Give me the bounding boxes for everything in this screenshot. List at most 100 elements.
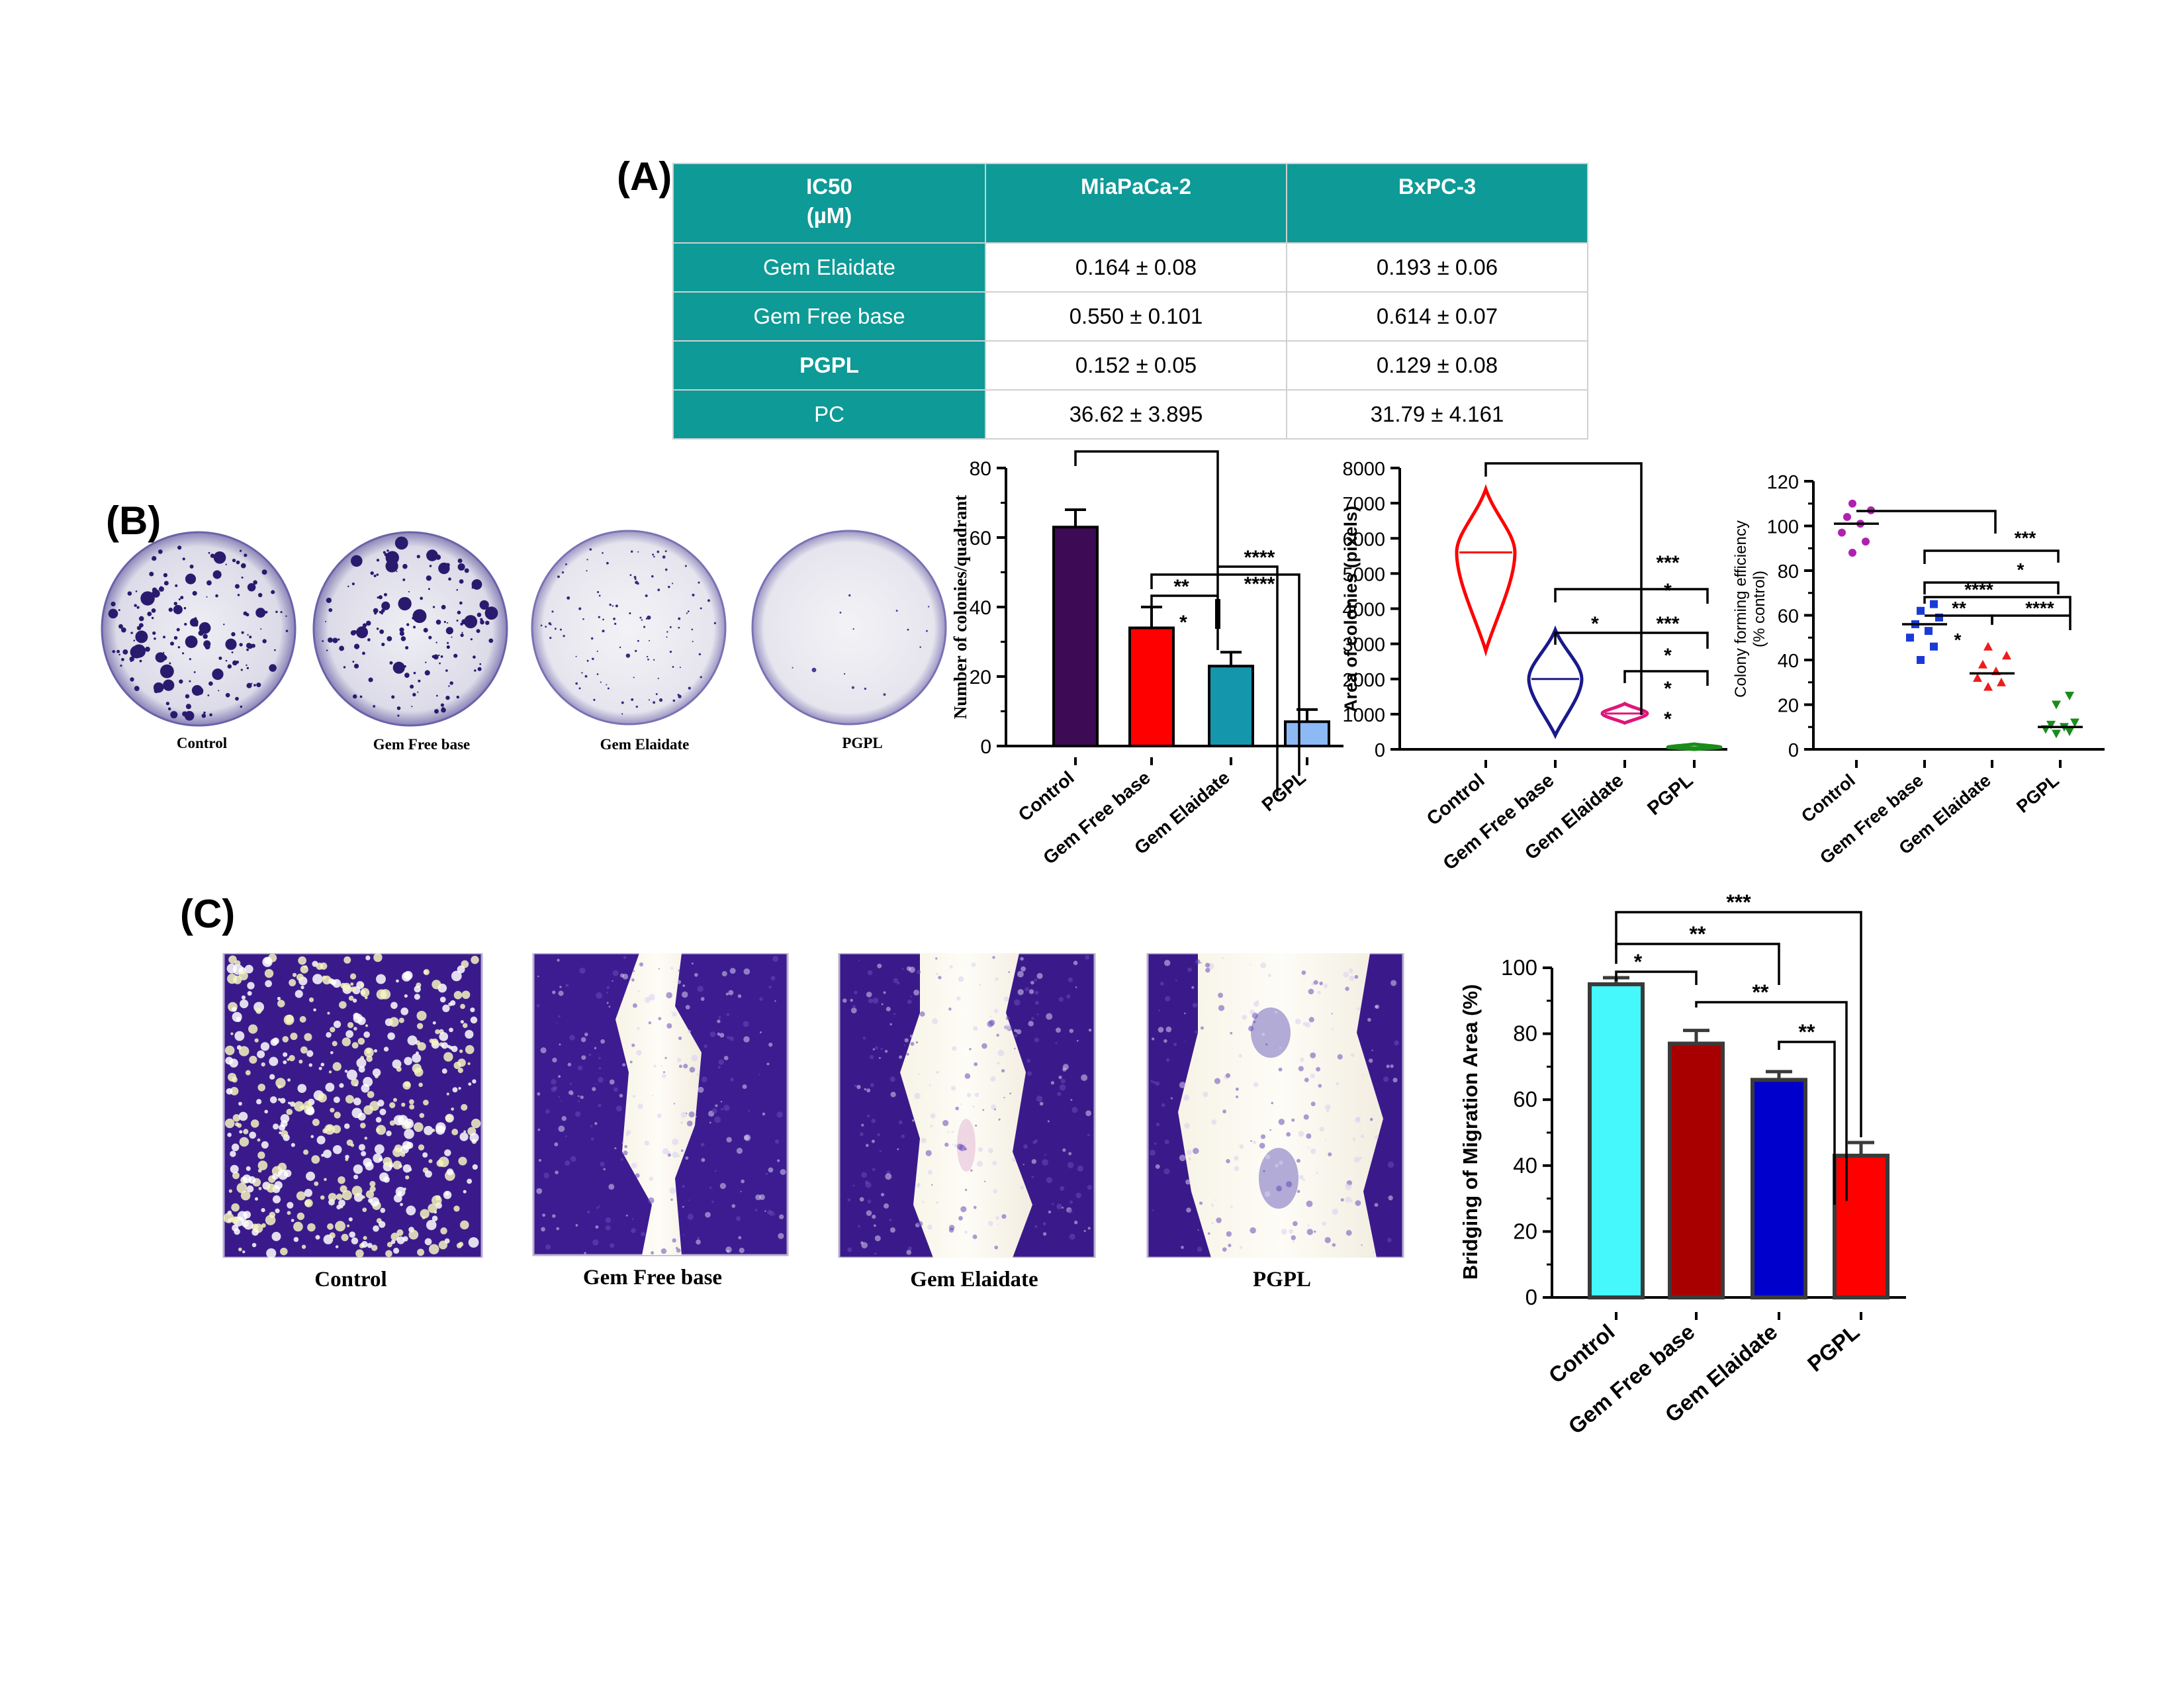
cell-dot [243, 1129, 249, 1135]
cell-dot [992, 1160, 997, 1166]
cell-dot [598, 1067, 602, 1070]
cell-dot [682, 984, 686, 987]
cell-dot [1031, 1159, 1036, 1164]
y-axis-label: Bridging of Migration Area (%) [1459, 984, 1482, 1280]
cell-dot [612, 980, 614, 982]
cell-dot [669, 1187, 676, 1194]
cell-dot [997, 1049, 1005, 1056]
cell-dot [893, 1013, 896, 1015]
cell-dot [1316, 1066, 1320, 1072]
cell-dot [1371, 1049, 1373, 1051]
cell-dot [1345, 986, 1349, 991]
cell-dot [361, 1150, 367, 1156]
cell-dot [979, 984, 981, 986]
colony-dot [641, 619, 643, 621]
colony-dot [700, 676, 702, 679]
cell-dot [275, 1208, 280, 1213]
cell-dot [232, 1172, 240, 1180]
cell-dot [1310, 1052, 1316, 1058]
significance-bracket [1778, 1041, 1836, 1205]
cell-dot [300, 986, 304, 990]
cell-dot [404, 1129, 414, 1139]
cell-dot [560, 1100, 562, 1102]
cell-dot [460, 1220, 469, 1230]
cell-dot [392, 1059, 402, 1069]
colony-dot [634, 578, 637, 581]
cell-dot [667, 1153, 671, 1157]
cell-dot [874, 1252, 877, 1255]
cell-dot [860, 1132, 864, 1137]
colony-dot [637, 639, 639, 642]
colony-dot [688, 686, 691, 690]
cell-dot [251, 1229, 259, 1236]
colony-dot [457, 610, 461, 615]
colony-dot [338, 638, 340, 641]
cell-dot [916, 1183, 921, 1188]
colony-dot [629, 574, 632, 577]
cell-dot [859, 1197, 864, 1202]
colony-dot [353, 630, 357, 634]
cell-dot [226, 1088, 233, 1095]
cell-dot [351, 1237, 359, 1244]
cell-dot [1275, 1164, 1279, 1168]
cell-dot [1181, 1246, 1184, 1249]
cell-dot [866, 1088, 871, 1093]
cell-dot [1298, 1131, 1304, 1137]
colony-dot [645, 618, 648, 620]
colony-dot [545, 626, 547, 628]
cell-dot [984, 1180, 986, 1182]
colony-dot [234, 584, 240, 589]
cell-dot [367, 1243, 373, 1248]
cell-dot [393, 1115, 404, 1126]
cell-dot [664, 1056, 667, 1059]
cell-dot [554, 1142, 559, 1147]
cell-dot [625, 1133, 629, 1137]
cell-dot [670, 966, 674, 970]
table-row: Gem Free base 0.550 ± 0.101 0.614 ± 0.07 [672, 291, 1588, 342]
cell-dot [867, 1199, 872, 1204]
cell-dot [676, 1210, 678, 1212]
cell-dot [326, 1032, 332, 1038]
colony-dot [700, 607, 702, 610]
cell-dot [409, 1104, 415, 1110]
cell-dot [569, 1090, 574, 1096]
cell-dot [360, 983, 365, 987]
cell-dot [609, 1079, 615, 1085]
cell-dot [559, 1043, 561, 1046]
colony-dot [864, 687, 867, 690]
colony-dot [707, 599, 710, 602]
cell-dot [320, 962, 328, 970]
colony-dot [366, 620, 371, 626]
cell-dot [245, 1070, 251, 1076]
cell-dot [906, 1053, 909, 1056]
bar-gem-free-base [1668, 1041, 1725, 1299]
colony-dot [147, 611, 152, 616]
cell-dot [1075, 1192, 1081, 1199]
colony-dot [215, 594, 218, 598]
cell-dot [1058, 997, 1064, 1002]
cell-dot [301, 1244, 306, 1249]
colony-dot [163, 651, 165, 653]
colony-dot [108, 608, 118, 619]
cell-dot [1238, 1054, 1242, 1058]
cell-dot [955, 1106, 959, 1111]
cell-dot [1207, 1232, 1210, 1235]
cell-dot [631, 1218, 634, 1221]
cell-dot [1165, 1026, 1172, 1033]
colony-dot [343, 666, 346, 669]
cell-dot [1318, 1084, 1322, 1088]
colony-dot [373, 574, 377, 577]
violin-gem-free-base [1527, 625, 1584, 739]
colony-dot [246, 643, 252, 649]
colony-dot [271, 590, 275, 594]
colony-dot [672, 583, 674, 585]
cell-dot [1192, 1002, 1198, 1008]
scatter-point-pgpl [2052, 729, 2061, 739]
colony-dot [648, 699, 651, 701]
cell-dot [257, 1084, 265, 1092]
cell-dot [471, 1118, 481, 1129]
cell-dot [312, 1119, 320, 1126]
cell-dot [556, 1227, 560, 1231]
cell-dot [1253, 1001, 1259, 1007]
cell-dot [1367, 1017, 1371, 1022]
